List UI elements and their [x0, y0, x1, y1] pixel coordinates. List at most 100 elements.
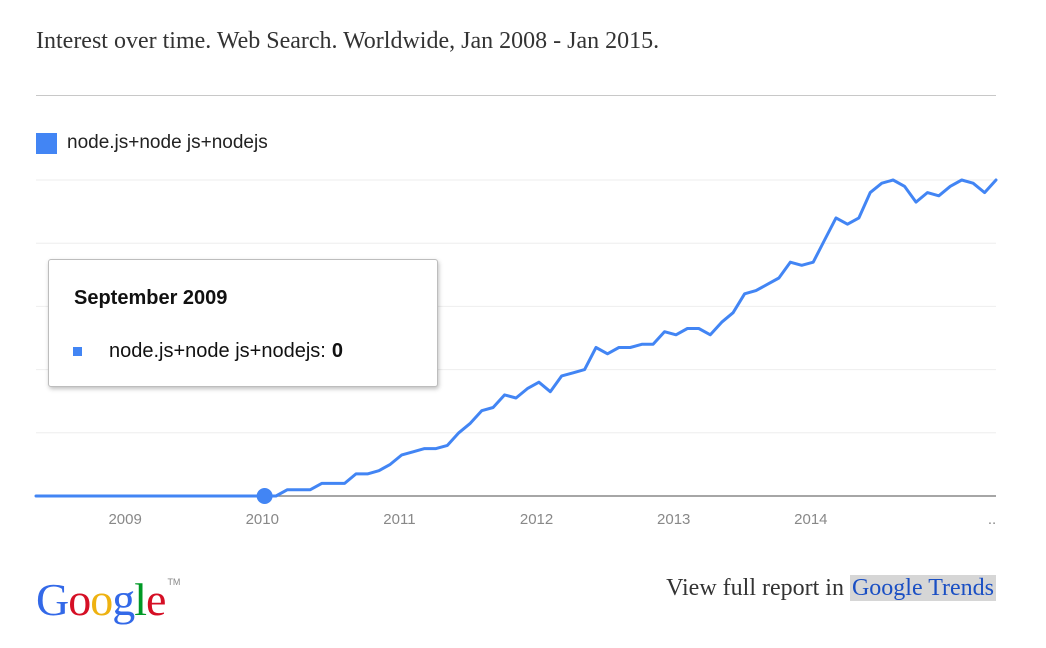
series-line[interactable]: [34, 178, 998, 498]
data-point: [948, 184, 952, 188]
data-point: [663, 330, 667, 334]
data-point: [834, 216, 838, 220]
data-point: [183, 494, 187, 498]
data-point: [583, 368, 587, 372]
data-point: [845, 222, 849, 226]
tooltip-swatch: [73, 347, 82, 356]
data-point: [971, 181, 975, 185]
data-point: [331, 481, 335, 485]
x-tick-label: 2014: [794, 511, 827, 528]
data-point: [480, 409, 484, 413]
data-point: [697, 327, 701, 331]
data-point: [34, 494, 38, 498]
data-point: [217, 494, 221, 498]
data-point: [125, 494, 129, 498]
data-point: [994, 178, 998, 182]
data-point: [640, 342, 644, 346]
data-point: [925, 191, 929, 195]
data-point: [148, 494, 152, 498]
data-point: [800, 263, 804, 267]
tooltip-series-label: node.js+node js+nodejs:: [109, 340, 326, 362]
data-point: [228, 494, 232, 498]
data-point: [777, 276, 781, 280]
data-point: [868, 191, 872, 195]
data-point: [343, 481, 347, 485]
data-point: [114, 494, 118, 498]
tooltip-value: 0: [331, 340, 343, 362]
data-point: [765, 282, 769, 286]
data-point: [914, 200, 918, 204]
data-point: [857, 216, 861, 220]
data-point: [285, 488, 289, 492]
data-point: [445, 443, 449, 447]
footer: View full report in Google Trends: [666, 575, 996, 602]
data-point: [685, 327, 689, 331]
data-point: [743, 292, 747, 296]
data-point: [903, 184, 907, 188]
data-point: [788, 260, 792, 264]
data-point: [274, 494, 278, 498]
data-point: [571, 371, 575, 375]
data-point: [308, 488, 312, 492]
data-point: [720, 320, 724, 324]
data-point: [514, 396, 518, 400]
data-point: [251, 494, 255, 498]
x-tick-label: ..: [988, 511, 996, 528]
data-point: [891, 178, 895, 182]
data-point: [160, 494, 164, 498]
x-tick-label: 2010: [246, 511, 279, 528]
data-point: [960, 178, 964, 182]
data-point: [457, 431, 461, 435]
google-logo: Google TM: [36, 573, 180, 626]
google-trends-link[interactable]: Google Trends: [849, 575, 996, 601]
data-point: [651, 342, 655, 346]
legend[interactable]: node.js+node js+nodejs: [36, 132, 268, 154]
data-point: [605, 352, 609, 356]
data-point: [617, 345, 621, 349]
tooltip: September 2009 node.js+node js+nodejs: 0: [48, 259, 438, 387]
trademark: TM: [167, 577, 181, 587]
data-point: [80, 494, 84, 498]
title-divider: [36, 95, 996, 96]
x-tick-label: 2009: [108, 511, 141, 528]
data-point: [560, 374, 564, 378]
logo-letter: G: [36, 574, 69, 625]
footer-prefix: View full report in: [666, 575, 850, 601]
data-point: [434, 447, 438, 451]
data-point: [171, 494, 175, 498]
data-point: [377, 469, 381, 473]
data-point: [731, 311, 735, 315]
x-tick-label: 2012: [520, 511, 553, 528]
data-point: [194, 494, 198, 498]
data-point: [103, 494, 107, 498]
data-point: [594, 345, 598, 349]
data-point: [708, 333, 712, 337]
data-point: [400, 453, 404, 457]
legend-label: node.js+node js+nodejs: [67, 132, 268, 153]
data-point: [674, 333, 678, 337]
data-point: [423, 447, 427, 451]
chart-title: Interest over time. Web Search. Worldwid…: [36, 28, 660, 54]
data-point: [754, 289, 758, 293]
logo-letter: o: [90, 574, 113, 625]
logo-letter: g: [112, 574, 135, 625]
data-point: [525, 387, 529, 391]
data-point: [548, 390, 552, 394]
tooltip-date: September 2009: [74, 287, 228, 309]
logo-letter: e: [146, 574, 166, 625]
data-point: [354, 472, 358, 476]
data-point: [320, 481, 324, 485]
data-point: [937, 194, 941, 198]
data-point: [388, 462, 392, 466]
highlighted-point[interactable]: [256, 488, 273, 504]
data-point: [468, 421, 472, 425]
data-point: [811, 260, 815, 264]
data-point: [365, 472, 369, 476]
logo-letter: o: [68, 574, 91, 625]
legend-swatch: [36, 132, 57, 154]
tooltip-row: node.js+node js+nodejs: 0: [73, 340, 343, 363]
data-point: [205, 494, 209, 498]
data-point: [537, 380, 541, 384]
data-point: [57, 494, 61, 498]
